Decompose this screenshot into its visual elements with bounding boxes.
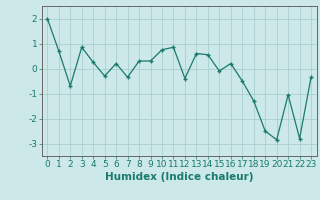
X-axis label: Humidex (Indice chaleur): Humidex (Indice chaleur) [105,172,253,182]
